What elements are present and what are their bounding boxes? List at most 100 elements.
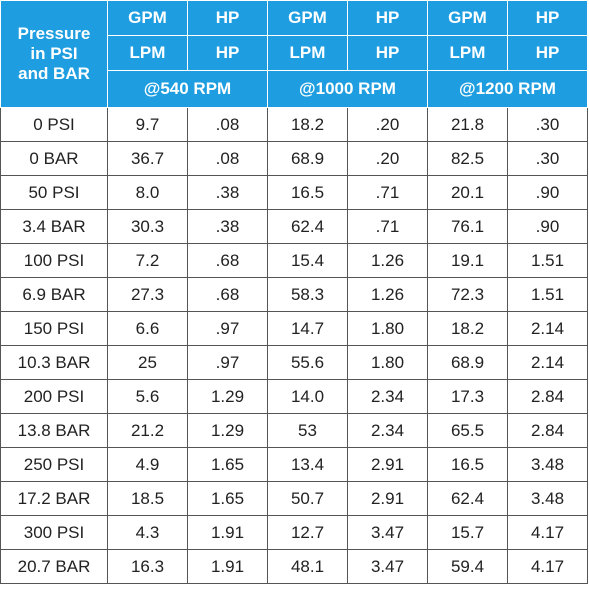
value-cell: 13.4 — [267, 447, 348, 482]
table-body: 0 PSI 9.7.08 18.2.20 21.8.30 0 BAR 36.7.08 68.… — [0, 107, 588, 584]
corner-line-2: in PSI — [30, 44, 78, 63]
table-row: 3.4 BAR 30.3.38 62.4.71 76.1.90 — [0, 209, 588, 244]
value-cell: 76.1 — [427, 209, 508, 244]
value-cell: 62.4 — [427, 481, 508, 516]
value-cell: .71 — [347, 209, 428, 244]
pressure-cell: 10.3 BAR — [0, 345, 108, 380]
value-cell: 27.3 — [107, 277, 188, 312]
value-cell: 1.80 — [347, 345, 428, 380]
value-cell: 30.3 — [107, 209, 188, 244]
pressure-cell: 17.2 BAR — [0, 481, 108, 516]
value-cell: .08 — [187, 107, 268, 142]
value-cell: 1.65 — [187, 481, 268, 516]
value-cell: 65.5 — [427, 413, 508, 448]
value-cell: .38 — [187, 209, 268, 244]
value-cell: 1.26 — [347, 243, 428, 278]
value-cell: .97 — [187, 311, 268, 346]
value-cell: 2.84 — [507, 413, 588, 448]
value-cell: 3.48 — [507, 481, 588, 516]
value-cell: .97 — [187, 345, 268, 380]
value-cell: .20 — [347, 107, 428, 142]
table-row: 20.7 BAR 16.3 1.91 48.1 3.47 59.4 4.17 — [0, 549, 588, 584]
header-gpm-1000: GPM — [267, 0, 348, 36]
pressure-column-header: Pressure in PSI and BAR — [0, 0, 108, 108]
value-cell: 2.34 — [347, 379, 428, 414]
pressure-cell: 0 PSI — [0, 107, 108, 142]
pressure-cell: 13.8 BAR — [0, 413, 108, 448]
value-cell: 20.1 — [427, 175, 508, 210]
value-cell: 1.29 — [187, 379, 268, 414]
pressure-cell: 250 PSI — [0, 447, 108, 482]
value-cell: 16.5 — [267, 175, 348, 210]
value-cell: 2.91 — [347, 447, 428, 482]
value-cell: 72.3 — [427, 277, 508, 312]
value-cell: 8.0 — [107, 175, 188, 210]
value-cell: 2.84 — [507, 379, 588, 414]
header-row-gpm: Pressure in PSI and BAR GPM HP GPM HP GP… — [0, 0, 588, 108]
header-hp-540: HP — [187, 0, 268, 36]
header-gpm-1200: GPM — [427, 0, 508, 36]
pressure-cell: 150 PSI — [0, 311, 108, 346]
value-cell: 1.26 — [347, 277, 428, 312]
value-cell: 18.5 — [107, 481, 188, 516]
value-cell: 15.7 — [427, 515, 508, 550]
value-cell: 1.91 — [187, 549, 268, 584]
header-hp-1000: HP — [347, 0, 428, 36]
value-cell: .90 — [507, 209, 588, 244]
value-cell: 1.29 — [187, 413, 268, 448]
value-cell: .30 — [507, 141, 588, 176]
header-hp2-540: HP — [187, 35, 268, 71]
value-cell: 4.17 — [507, 549, 588, 584]
pressure-cell: 3.4 BAR — [0, 209, 108, 244]
table-row: 200 PSI 5.6 1.29 14.0 2.34 17.3 2.84 — [0, 379, 588, 414]
header-rpm-540: @540 RPM — [107, 70, 268, 108]
value-cell: 48.1 — [267, 549, 348, 584]
value-cell: .38 — [187, 175, 268, 210]
value-cell: 4.9 — [107, 447, 188, 482]
value-cell: 14.7 — [267, 311, 348, 346]
corner-line-1: Pressure — [17, 24, 91, 43]
header-lpm-1200: LPM — [427, 35, 508, 71]
header-lpm-1000: LPM — [267, 35, 348, 71]
value-cell: 18.2 — [427, 311, 508, 346]
table-row: 6.9 BAR 27.3.68 58.3 1.26 72.3 1.51 — [0, 277, 588, 312]
value-cell: 4.3 — [107, 515, 188, 550]
value-cell: 4.17 — [507, 515, 588, 550]
header-hp2-1000: HP — [347, 35, 428, 71]
value-cell: .68 — [187, 243, 268, 278]
value-cell: 14.0 — [267, 379, 348, 414]
value-cell: .20 — [347, 141, 428, 176]
value-cell: 2.14 — [507, 311, 588, 346]
table-row: 10.3 BAR 25.97 55.6 1.80 68.9 2.14 — [0, 345, 588, 380]
value-cell: 1.65 — [187, 447, 268, 482]
value-cell: 3.47 — [347, 515, 428, 550]
value-cell: 25 — [107, 345, 188, 380]
value-cell: 50.7 — [267, 481, 348, 516]
value-cell: 7.2 — [107, 243, 188, 278]
value-cell: 21.2 — [107, 413, 188, 448]
value-cell: 53 — [267, 413, 348, 448]
table-row: 0 BAR 36.7.08 68.9.20 82.5.30 — [0, 141, 588, 176]
header-rpm-1200: @1200 RPM — [427, 70, 588, 108]
value-cell: 6.6 — [107, 311, 188, 346]
table-row: 0 PSI 9.7.08 18.2.20 21.8.30 — [0, 107, 588, 142]
value-cell: 1.51 — [507, 243, 588, 278]
value-cell: 3.47 — [347, 549, 428, 584]
header-hp-1200: HP — [507, 0, 588, 36]
value-cell: 12.7 — [267, 515, 348, 550]
value-cell: 36.7 — [107, 141, 188, 176]
table-row: 50 PSI 8.0.38 16.5.71 20.1.90 — [0, 175, 588, 210]
table-row: 13.8 BAR 21.2 1.29 53 2.34 65.5 2.84 — [0, 413, 588, 448]
value-cell: 1.51 — [507, 277, 588, 312]
value-cell: 16.3 — [107, 549, 188, 584]
value-cell: 5.6 — [107, 379, 188, 414]
value-cell: 2.14 — [507, 345, 588, 380]
header-rpm-1000: @1000 RPM — [267, 70, 428, 108]
header-gpm-540: GPM — [107, 0, 188, 36]
pressure-cell: 100 PSI — [0, 243, 108, 278]
value-cell: 62.4 — [267, 209, 348, 244]
header-row-rpm: @540 RPM @1000 RPM @1200 RPM — [1, 70, 588, 108]
value-cell: .08 — [187, 141, 268, 176]
value-cell: 21.8 — [427, 107, 508, 142]
pressure-cell: 6.9 BAR — [0, 277, 108, 312]
